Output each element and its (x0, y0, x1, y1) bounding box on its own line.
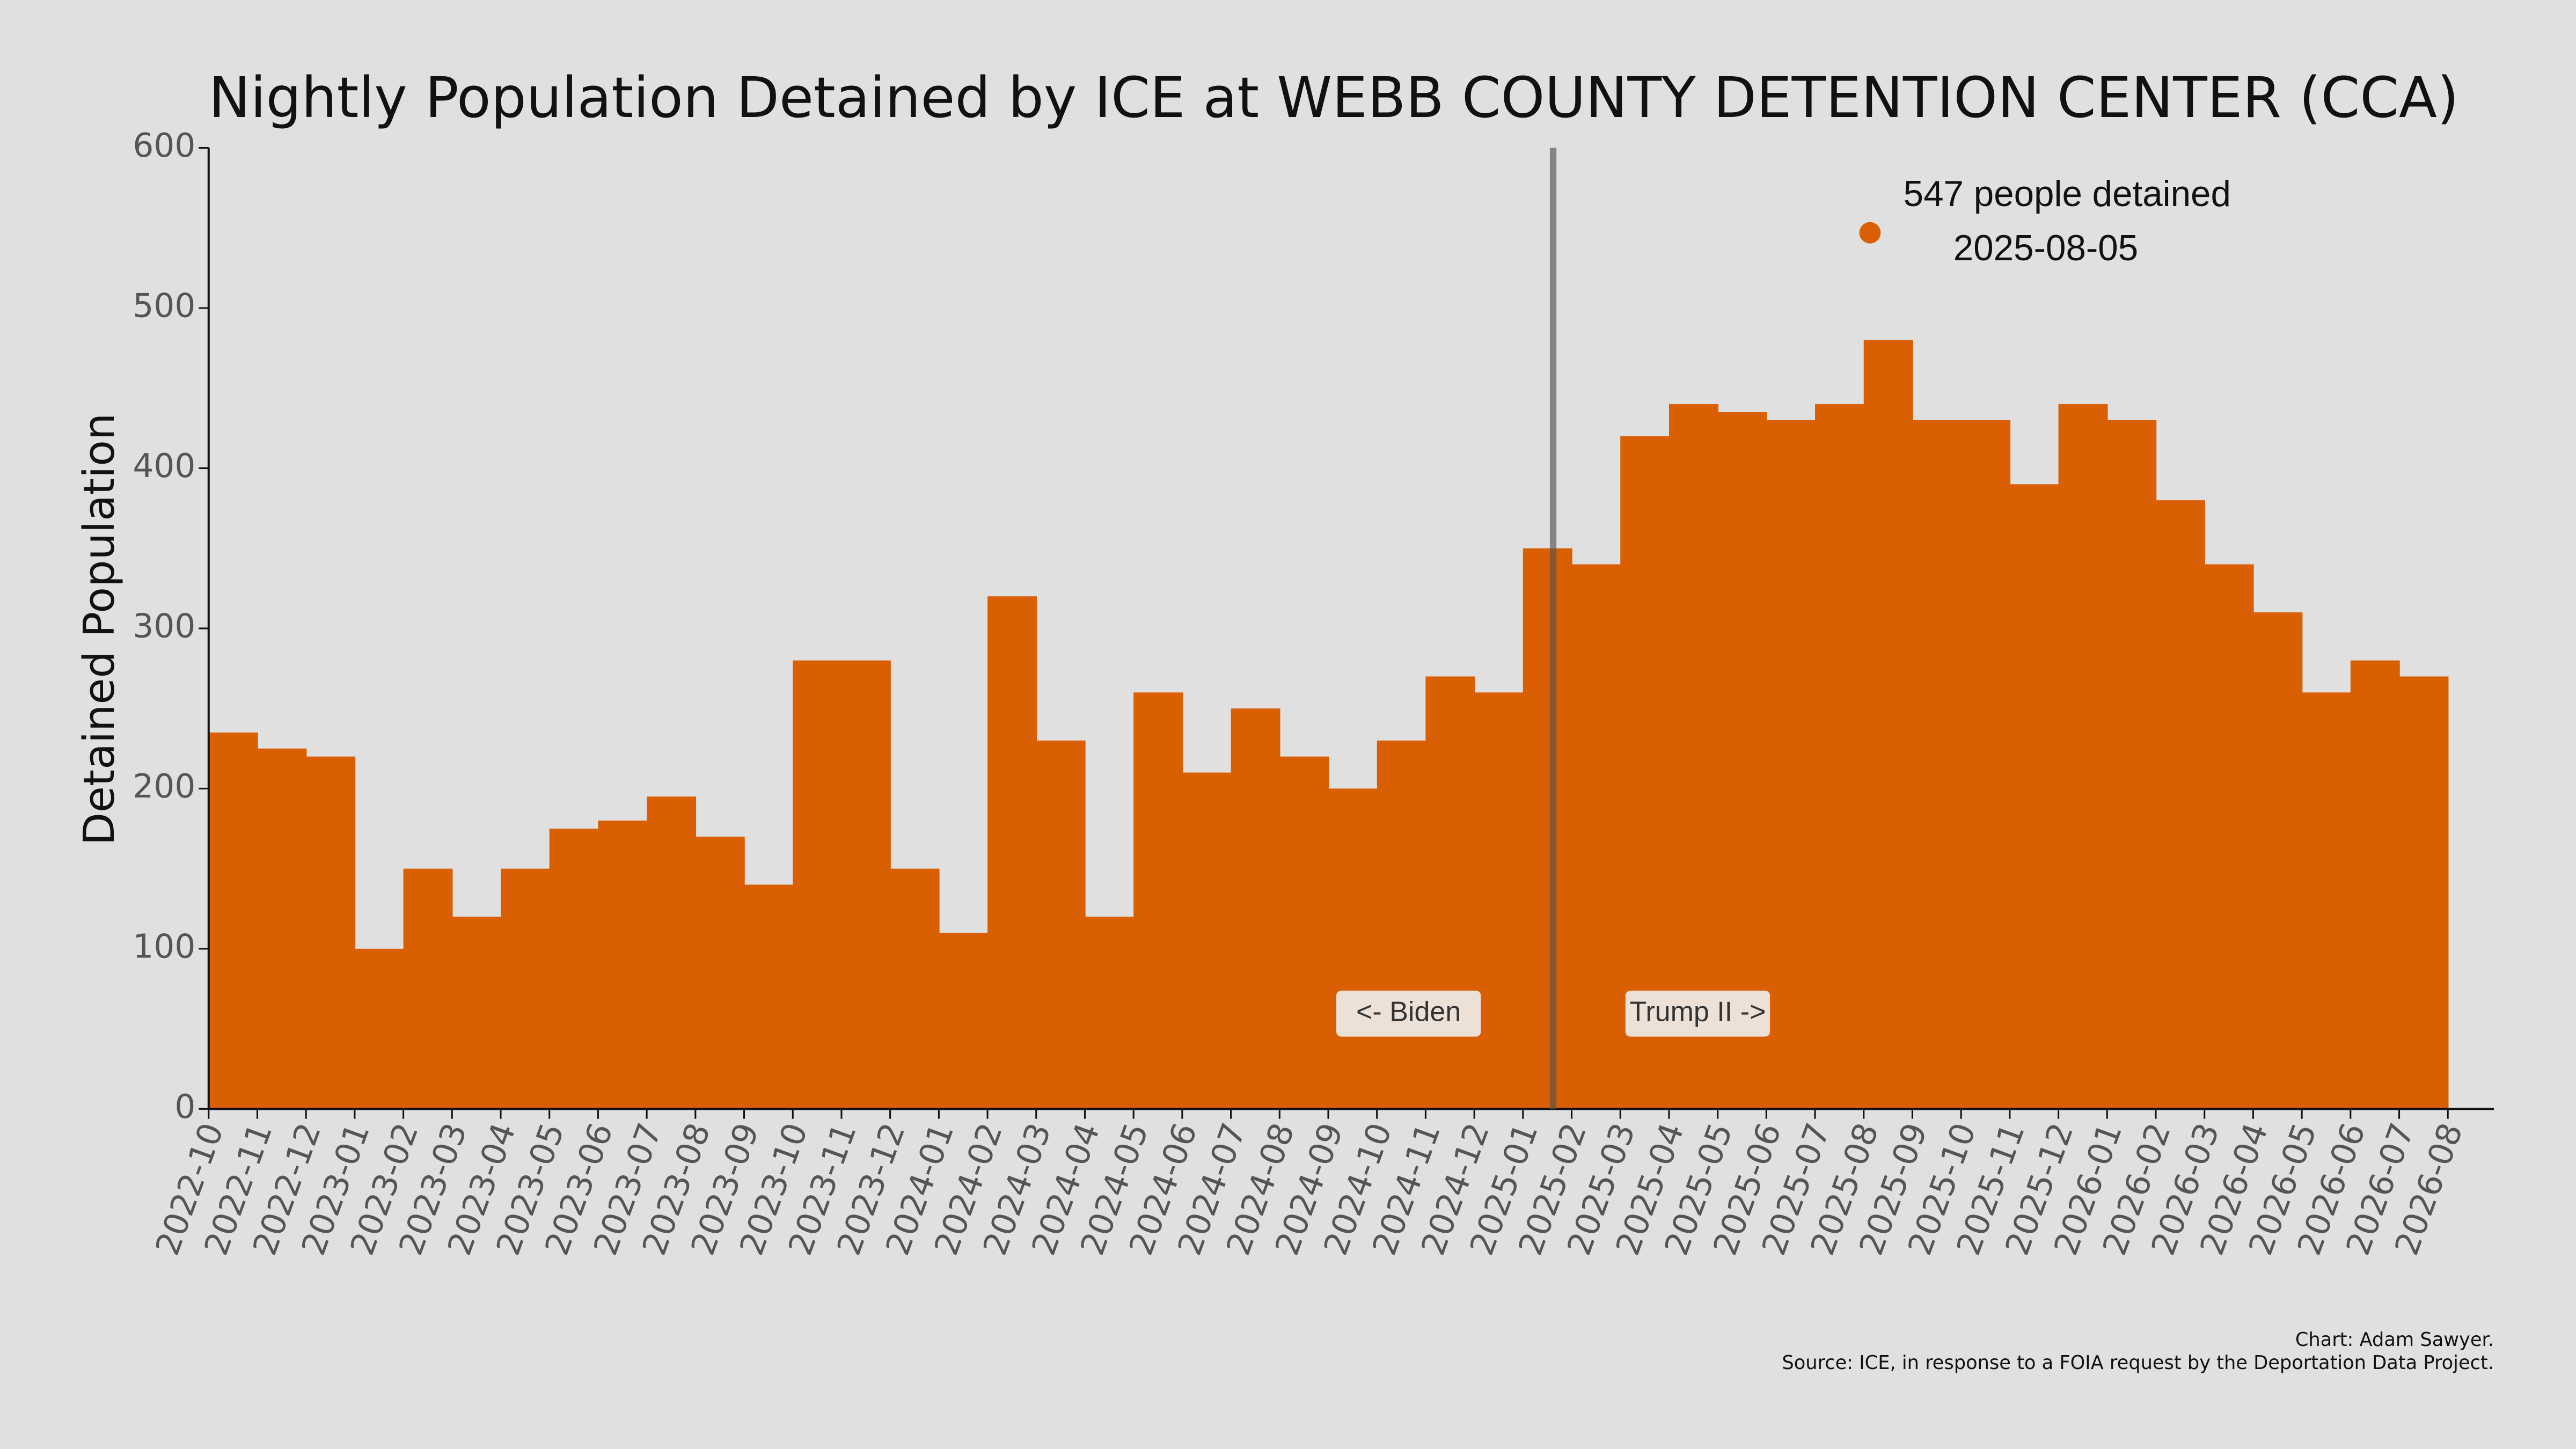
area-segment (939, 933, 989, 1109)
area-segment (890, 868, 940, 1109)
area-segment (793, 660, 843, 1109)
source: Source: ICE, in response to a FOIA reque… (1782, 1352, 2494, 1374)
area-segment (549, 829, 599, 1109)
area-segment (1425, 676, 1475, 1109)
biden-label: <- Biden (1356, 997, 1461, 1028)
area-segment (1085, 917, 1135, 1109)
area-segment (403, 868, 453, 1109)
area-segment (1182, 772, 1232, 1109)
area-segment (354, 948, 404, 1109)
area-segment (1863, 340, 1913, 1109)
area-segment (598, 821, 648, 1109)
area-segment (2009, 484, 2059, 1109)
area-segment (452, 917, 502, 1109)
area-segment (1766, 420, 1816, 1109)
area-segment (2399, 676, 2449, 1109)
area-segment (501, 868, 550, 1109)
area-segment (2107, 420, 2157, 1109)
area-segment (2204, 564, 2254, 1109)
area-segment (1377, 740, 1426, 1109)
trump-label: Trump II -> (1629, 997, 1766, 1028)
area-segment (1571, 564, 1621, 1109)
area-segment (306, 756, 356, 1109)
area-segment (1912, 420, 1962, 1109)
area-segment (1133, 692, 1183, 1109)
chart-title: Nightly Population Detained by ICE at WE… (209, 65, 2459, 130)
area-segment (1231, 708, 1280, 1109)
peak-marker (1859, 222, 1881, 244)
y-tick-label: 500 (133, 287, 195, 325)
area-segment (1961, 420, 2011, 1109)
area-segment (2302, 692, 2352, 1109)
y-tick-label: 200 (133, 767, 195, 806)
y-tick-label: 300 (133, 608, 195, 646)
area-segment (647, 796, 697, 1109)
area-segment (841, 660, 891, 1109)
area-segment (2155, 500, 2205, 1109)
area-segment (1279, 756, 1329, 1109)
area-segment (208, 732, 258, 1109)
area-segment (1328, 788, 1378, 1109)
area-segment (744, 884, 794, 1109)
y-tick-label: 0 (174, 1088, 195, 1126)
credit: Chart: Adam Sawyer. (2295, 1329, 2494, 1351)
area-segment (1815, 404, 1864, 1109)
area-segment (1036, 740, 1086, 1109)
area-segment (2350, 660, 2400, 1109)
area-segment (1474, 692, 1524, 1109)
biden-label-box (1336, 990, 1481, 1037)
y-tick-label: 400 (133, 447, 195, 485)
y-tick-label: 100 (133, 927, 195, 965)
area-segment (257, 748, 307, 1109)
area-segment (2058, 404, 2108, 1109)
trump-label-box (1625, 990, 1770, 1037)
y-tick-label: 600 (133, 127, 195, 165)
peak-label: 547 people detained (1904, 174, 2231, 214)
peak-date: 2025-08-05 (1953, 228, 2138, 268)
area-segment (987, 596, 1037, 1109)
area-segment (1523, 548, 1572, 1109)
area-segment (2253, 612, 2303, 1109)
y-axis-label: Detained Population (74, 413, 124, 846)
area-segment (695, 836, 745, 1109)
